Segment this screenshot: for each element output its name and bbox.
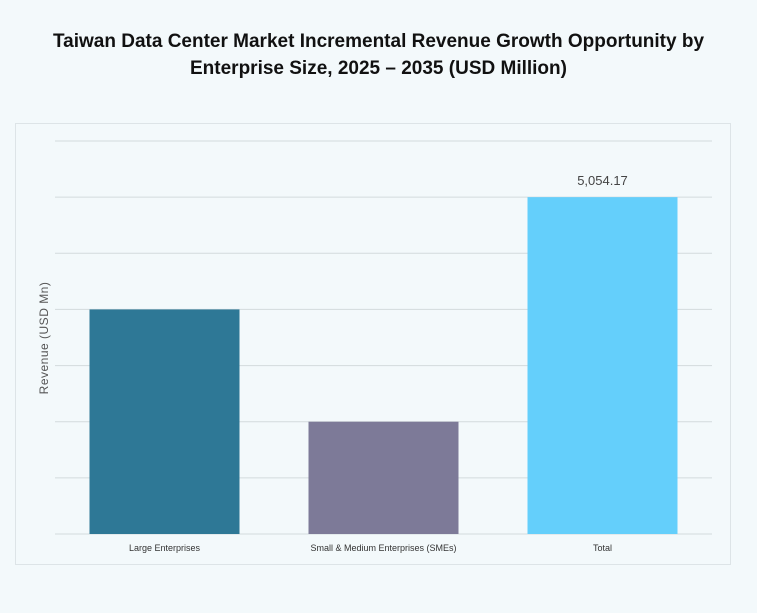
bar-2 xyxy=(527,197,678,534)
y-axis-label: Revenue (USD Mn) xyxy=(37,282,51,395)
x-tick-label: Large Enterprises xyxy=(129,543,201,553)
bar-0 xyxy=(89,309,240,534)
x-tick-label: Total xyxy=(593,543,612,553)
data-label: 5,054.17 xyxy=(577,173,628,188)
bar-1 xyxy=(308,421,459,534)
chart-title: Taiwan Data Center Market Incremental Re… xyxy=(0,28,757,82)
chart-title-line-1: Taiwan Data Center Market Incremental Re… xyxy=(52,31,705,52)
x-tick-label: Small & Medium Enterprises (SMEs) xyxy=(310,543,456,553)
chart-title-line-2: Enterprise Size, 2025 – 2035 (USD Millio… xyxy=(190,58,567,79)
